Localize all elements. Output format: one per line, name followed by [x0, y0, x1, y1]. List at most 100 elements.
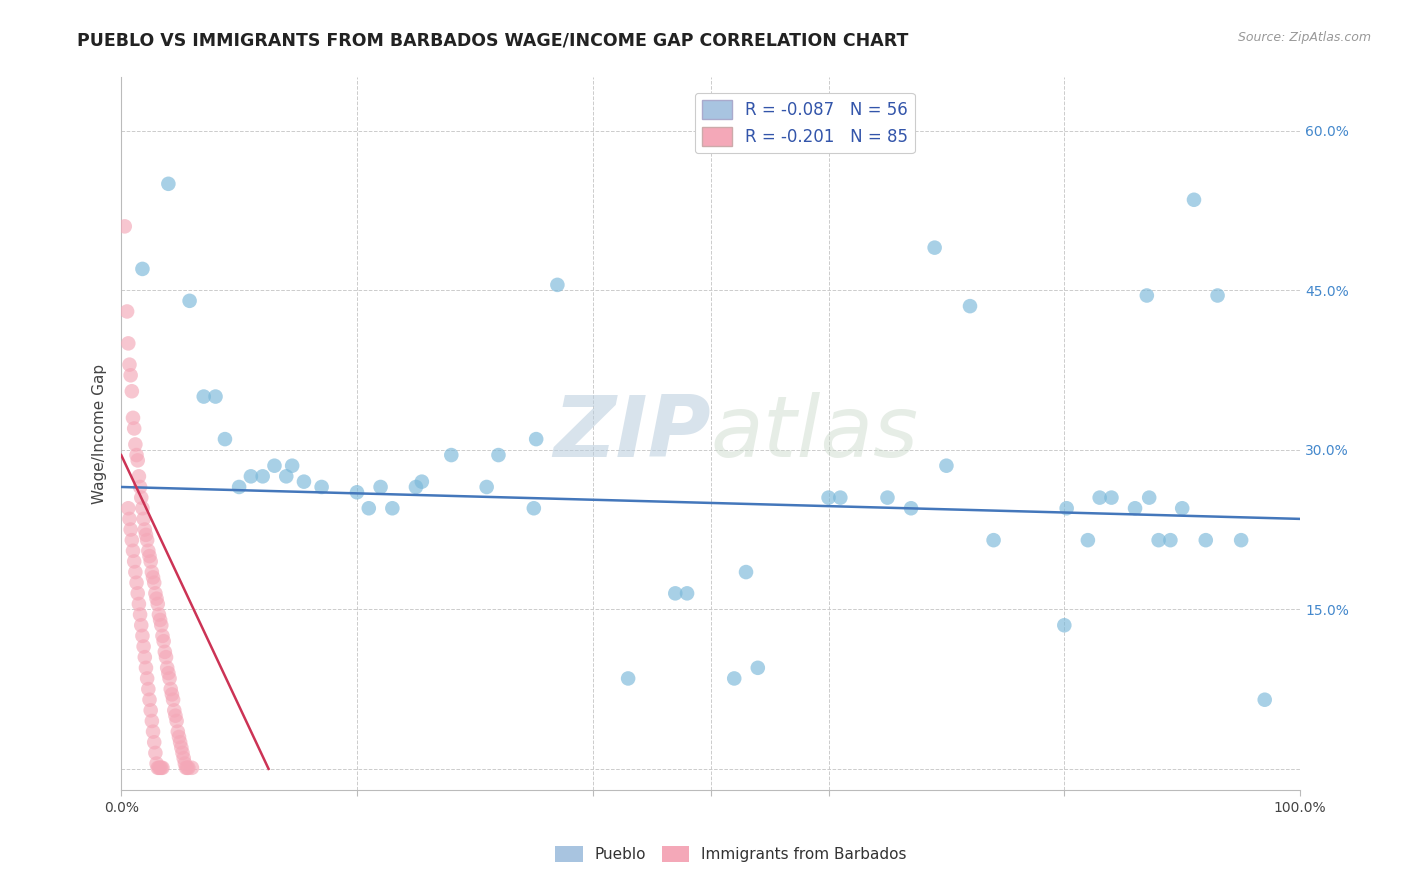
- Point: [1147, 533, 1170, 548]
- Point: [124, 437, 146, 451]
- Point: [141, 714, 163, 728]
- Point: [150, 618, 173, 632]
- Point: [311, 480, 333, 494]
- Point: [440, 448, 463, 462]
- Point: [148, 607, 170, 622]
- Point: [136, 533, 159, 548]
- Point: [204, 390, 226, 404]
- Point: [735, 565, 758, 579]
- Point: [118, 358, 141, 372]
- Point: [1077, 533, 1099, 548]
- Point: [142, 570, 165, 584]
- Point: [145, 586, 167, 600]
- Point: [152, 634, 174, 648]
- Point: [145, 756, 167, 771]
- Point: [475, 480, 498, 494]
- Point: [1137, 491, 1160, 505]
- Point: [121, 533, 143, 548]
- Text: PUEBLO VS IMMIGRANTS FROM BARBADOS WAGE/INCOME GAP CORRELATION CHART: PUEBLO VS IMMIGRANTS FROM BARBADOS WAGE/…: [77, 31, 908, 49]
- Y-axis label: Wage/Income Gap: Wage/Income Gap: [93, 364, 107, 504]
- Point: [124, 565, 146, 579]
- Point: [118, 512, 141, 526]
- Point: [127, 586, 149, 600]
- Text: Source: ZipAtlas.com: Source: ZipAtlas.com: [1237, 31, 1371, 45]
- Legend: R = -0.087   N = 56, R = -0.201   N = 85: R = -0.087 N = 56, R = -0.201 N = 85: [695, 93, 915, 153]
- Point: [1195, 533, 1218, 548]
- Point: [143, 735, 166, 749]
- Point: [263, 458, 285, 473]
- Point: [1206, 288, 1229, 302]
- Point: [131, 629, 153, 643]
- Point: [165, 708, 187, 723]
- Point: [120, 368, 142, 383]
- Point: [1056, 501, 1078, 516]
- Point: [149, 761, 172, 775]
- Point: [664, 586, 686, 600]
- Point: [152, 761, 174, 775]
- Point: [546, 277, 568, 292]
- Point: [138, 549, 160, 563]
- Point: [173, 751, 195, 765]
- Point: [114, 219, 136, 234]
- Point: [252, 469, 274, 483]
- Point: [129, 480, 152, 494]
- Point: [152, 629, 174, 643]
- Point: [155, 650, 177, 665]
- Point: [523, 501, 546, 516]
- Point: [370, 480, 392, 494]
- Point: [170, 740, 193, 755]
- Point: [115, 304, 138, 318]
- Point: [129, 607, 152, 622]
- Point: [146, 597, 169, 611]
- Point: [176, 761, 198, 775]
- Point: [817, 491, 839, 505]
- Point: [138, 692, 160, 706]
- Point: [228, 480, 250, 494]
- Point: [169, 735, 191, 749]
- Point: [145, 746, 167, 760]
- Point: [214, 432, 236, 446]
- Point: [1182, 193, 1205, 207]
- Point: [163, 703, 186, 717]
- Point: [924, 241, 946, 255]
- Point: [159, 682, 181, 697]
- Point: [159, 672, 181, 686]
- Point: [935, 458, 957, 473]
- Point: [135, 661, 157, 675]
- Point: [145, 591, 167, 606]
- Point: [173, 756, 195, 771]
- Point: [524, 432, 547, 446]
- Point: [153, 645, 176, 659]
- Point: [179, 293, 201, 308]
- Point: [136, 672, 159, 686]
- Point: [1101, 491, 1123, 505]
- Point: [346, 485, 368, 500]
- Point: [136, 682, 159, 697]
- Point: [142, 724, 165, 739]
- Point: [1159, 533, 1181, 548]
- Point: [1136, 288, 1159, 302]
- Point: [747, 661, 769, 675]
- Point: [411, 475, 433, 489]
- Point: [128, 469, 150, 483]
- Point: [131, 261, 153, 276]
- Point: [1230, 533, 1253, 548]
- Point: [983, 533, 1005, 548]
- Point: [193, 390, 215, 404]
- Point: [830, 491, 852, 505]
- Point: [117, 336, 139, 351]
- Point: [181, 761, 204, 775]
- Point: [156, 661, 179, 675]
- Point: [166, 724, 188, 739]
- Point: [132, 640, 155, 654]
- Point: [132, 512, 155, 526]
- Point: [1171, 501, 1194, 516]
- Point: [172, 746, 194, 760]
- Point: [292, 475, 315, 489]
- Point: [959, 299, 981, 313]
- Point: [381, 501, 404, 516]
- Point: [141, 565, 163, 579]
- Point: [157, 666, 180, 681]
- Point: [128, 597, 150, 611]
- Text: ZIP: ZIP: [553, 392, 710, 475]
